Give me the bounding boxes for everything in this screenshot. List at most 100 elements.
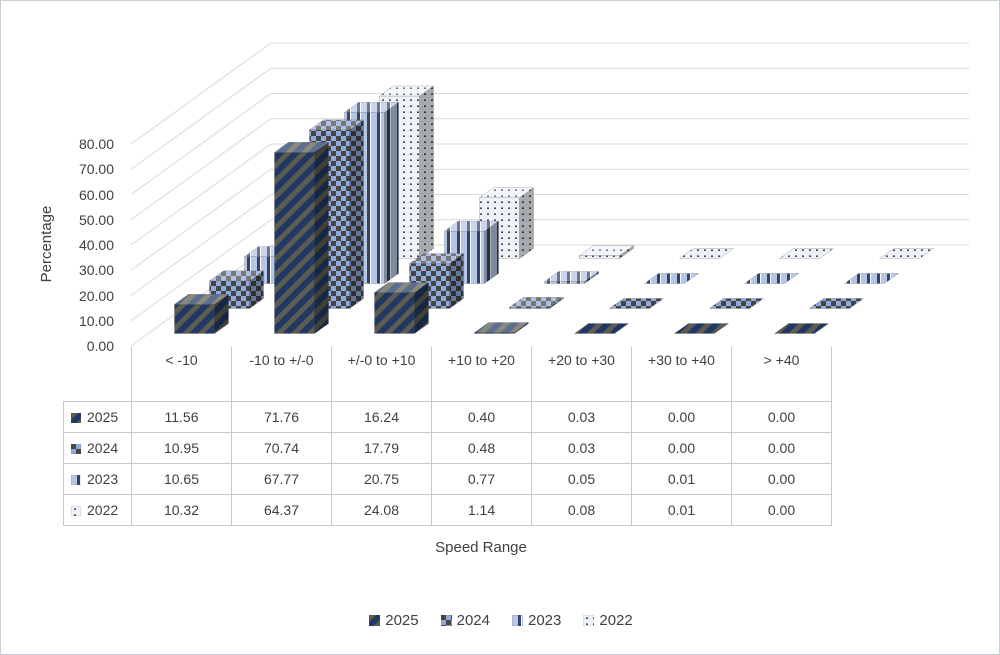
col-header-5: +30 to +40	[631, 347, 732, 402]
table-header-row: < -10 -10 to +/-0 +/-0 to +10 +10 to +20 +20…	[64, 347, 832, 402]
cell-2024-cat4: 0.03	[531, 432, 632, 464]
table-row-2025: 2025 11.56 71.76 16.24 0.40 0.03 0.00 0.00	[63, 401, 832, 433]
gridline-20.00	[130, 194, 969, 296]
y-tick-label-10.00: 10.00	[78, 312, 114, 329]
bar-2023-cat4	[643, 273, 700, 284]
series-swatch-2025	[369, 615, 381, 626]
col-header-6: > +40	[731, 347, 832, 402]
table-row-2023: 2023 10.65 67.77 20.75 0.77 0.05 0.01 0.00	[63, 463, 832, 495]
gridline-30.00	[130, 168, 969, 271]
cell-2024-cat6: 0.00	[731, 432, 832, 464]
gridline-60.00	[130, 93, 969, 195]
data-table: < -10 -10 to +/-0 +/-0 to +10 +10 to +20 +20…	[63, 347, 832, 526]
legend-label-2024: 2024	[456, 612, 490, 629]
cell-2024-cat1: 70.74	[231, 432, 332, 464]
cell-2023-cat4: 0.05	[531, 463, 632, 495]
row-header-label: 2023	[87, 471, 119, 487]
bar-2022-cat3	[578, 245, 635, 259]
bar-2025-cat1	[273, 141, 330, 334]
series-swatch-2022	[583, 615, 595, 626]
col-header-1: -10 to +/-0	[231, 347, 332, 402]
legend-item-2025: 2025	[369, 612, 419, 629]
cell-2022-cat3: 1.14	[431, 494, 532, 526]
x-axis-title: Speed Range	[435, 539, 527, 556]
legend-item-2023: 2023	[512, 612, 561, 629]
col-header-0: < -10	[131, 347, 232, 402]
bar-2023-cat3	[543, 271, 600, 284]
y-tick-label-30.00: 30.00	[78, 262, 114, 279]
bar-2022-cat2	[478, 187, 535, 259]
bars	[173, 85, 935, 334]
row-header-label: 2025	[87, 409, 119, 425]
row-header-2024: 2024	[63, 432, 132, 464]
series-row-2025	[173, 141, 830, 334]
bar-2025-cat4	[573, 323, 630, 334]
col-header-3: +10 to +20	[431, 347, 532, 402]
series-swatch-2023	[512, 615, 523, 626]
cell-2025-cat6: 0.00	[731, 401, 832, 433]
legend-label-2022: 2022	[599, 612, 633, 629]
cell-2023-cat0: 10.65	[131, 463, 232, 495]
series-swatch-2022	[70, 505, 82, 517]
cell-2023-cat2: 20.75	[331, 463, 432, 495]
series-swatch-2025	[70, 412, 82, 424]
cell-2024-cat3: 0.48	[431, 432, 532, 464]
cell-2025-cat4: 0.03	[531, 401, 632, 433]
legend-label-2025: 2025	[385, 612, 419, 629]
row-header-label: 2022	[87, 502, 119, 518]
bar-2025-cat6	[773, 323, 830, 334]
series-swatch-2023	[70, 474, 82, 486]
cell-2024-cat2: 17.79	[331, 432, 432, 464]
cell-2025-cat1: 71.76	[231, 401, 332, 433]
table-corner-cell	[64, 347, 132, 402]
row-header-2022: 2022	[63, 494, 132, 526]
legend-item-2024: 2024	[440, 612, 490, 629]
cell-2022-cat1: 64.37	[231, 494, 332, 526]
bar-2025-cat3	[473, 322, 530, 334]
cell-2025-cat5: 0.00	[631, 401, 732, 433]
cell-2023-cat5: 0.01	[631, 463, 732, 495]
cell-2025-cat0: 11.56	[131, 401, 232, 433]
row-header-2025: 2025	[63, 401, 132, 433]
bar-2022-cat5	[778, 248, 835, 259]
cell-2025-cat2: 16.24	[331, 401, 432, 433]
y-tick-label-20.00: 20.00	[78, 287, 114, 304]
legend-item-2022: 2022	[583, 612, 633, 629]
cell-2022-cat5: 0.01	[631, 494, 732, 526]
bar-2023-cat6	[843, 273, 900, 284]
bar-2022-cat4	[678, 248, 735, 259]
cell-2022-cat6: 0.00	[731, 494, 832, 526]
series-swatch-2024	[440, 615, 452, 626]
y-tick-label-70.00: 70.00	[78, 161, 114, 178]
y-tick-label-40.00: 40.00	[78, 237, 114, 253]
cell-2024-cat0: 10.95	[131, 432, 232, 464]
y-tick-label-80.00: 80.00	[78, 136, 114, 152]
row-header-2023: 2023	[63, 463, 132, 495]
cell-2023-cat1: 67.77	[231, 463, 332, 495]
bar-2022-cat6	[878, 248, 935, 259]
bar-2025-cat2	[373, 282, 430, 334]
series-swatch-2024	[70, 443, 82, 455]
bar-2025-cat0	[173, 293, 230, 334]
gridlines	[130, 42, 969, 347]
cell-2022-cat0: 10.32	[131, 494, 232, 526]
legend-label-2023: 2023	[528, 612, 562, 629]
bar-2024-cat3	[508, 296, 565, 309]
bar-2024-cat6	[808, 298, 865, 309]
cell-2022-cat4: 0.08	[531, 494, 632, 526]
chart-legend: 2025 2024 2023 2022	[1, 612, 999, 629]
bar-2023-cat5	[743, 273, 800, 284]
table-row-2024: 2024 10.95 70.74 17.79 0.48 0.03 0.00 0.00	[63, 432, 832, 464]
cell-2022-cat2: 24.08	[331, 494, 432, 526]
gridline-70.00	[130, 67, 969, 170]
row-header-label: 2024	[87, 440, 119, 456]
table-row-2022: 2022 10.32 64.37 24.08 1.14 0.08 0.01 0.00	[63, 494, 832, 526]
y-tick-label-60.00: 60.00	[78, 186, 114, 203]
gridline-40.00	[130, 143, 969, 246]
y-tick-label-50.00: 50.00	[78, 211, 114, 228]
col-header-2: +/-0 to +10	[331, 347, 432, 402]
cell-2025-cat3: 0.40	[431, 401, 532, 433]
gridline-10.00	[130, 219, 969, 322]
